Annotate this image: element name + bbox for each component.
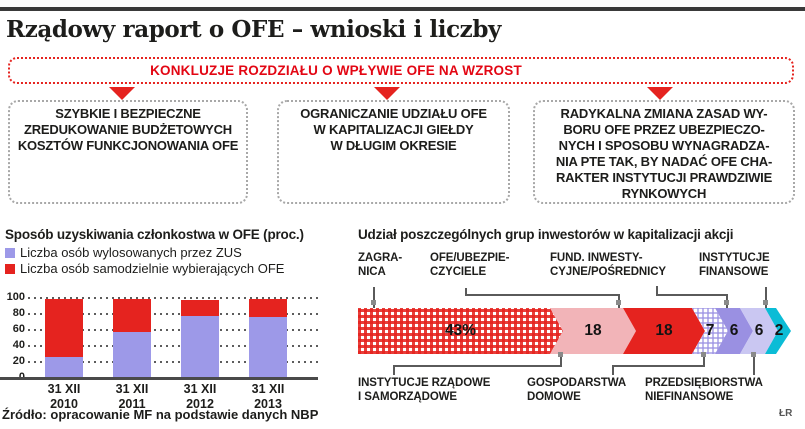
connector-line bbox=[465, 294, 620, 296]
legend-item-self: Liczba osób samodzielnie wybierających O… bbox=[5, 261, 284, 276]
connector-dot bbox=[724, 300, 729, 305]
connector-dot bbox=[371, 300, 376, 305]
legend-swatch-zus bbox=[5, 247, 15, 258]
ytick-label: 80 bbox=[12, 307, 25, 319]
connector-line bbox=[753, 354, 755, 375]
ytick-label: 60 bbox=[12, 323, 25, 335]
gridline bbox=[28, 297, 318, 299]
conclusions-banner: KONKLUZJE ROZDZIAŁU O WPŁYWIE OFE NA WZR… bbox=[8, 57, 794, 84]
bar-segment-self bbox=[45, 299, 83, 357]
ytick-label: 20 bbox=[12, 355, 25, 367]
connector-line bbox=[612, 365, 705, 367]
gridline bbox=[28, 329, 318, 331]
gridline bbox=[28, 361, 318, 363]
arrow-down-icon bbox=[109, 87, 135, 100]
segment-value: 2 bbox=[774, 322, 784, 339]
category-label: 31 XII 2011 bbox=[115, 382, 149, 411]
conclusion-text-2: OGRANICZANIE UDZIAŁU OFE W KAPITALIZACJI… bbox=[300, 106, 487, 153]
bar-segment-zus bbox=[113, 332, 151, 378]
connector-dot bbox=[558, 352, 563, 357]
connector-line bbox=[612, 365, 614, 375]
callout-instytucje-finansowe: INSTYTUCJE FINANSOWE bbox=[699, 252, 770, 278]
bar-segment-zus bbox=[45, 357, 83, 378]
conclusion-box-3: RADYKALNA ZMIANA ZASAD WY- BORU OFE PRZE… bbox=[533, 100, 795, 204]
investor-bar: 43% 18 18 7 6 6 2 bbox=[358, 308, 793, 354]
connector-line bbox=[373, 287, 375, 308]
bar-segment-self bbox=[181, 300, 219, 316]
segment-value: 6 bbox=[754, 322, 764, 339]
segment-value: 7 bbox=[705, 322, 715, 339]
bar-segment-zus bbox=[181, 316, 219, 378]
segment-value: 18 bbox=[655, 322, 673, 339]
connector-line bbox=[465, 288, 467, 296]
connector-line bbox=[765, 287, 767, 308]
gridline bbox=[28, 345, 318, 347]
conclusion-box-1: SZYBKIE I BEZPIECZNE ZREDUKOWANIE BUDŻET… bbox=[8, 100, 248, 204]
connector-dot bbox=[763, 300, 768, 305]
legend-item-zus: Liczba osób wylosowanych przez ZUS bbox=[5, 245, 242, 260]
credit: ŁR bbox=[779, 408, 793, 419]
ytick-label: 100 bbox=[6, 291, 25, 303]
arrow-down-icon bbox=[647, 87, 673, 100]
membership-chart-title: Sposób uzyskiwania członkostwa w OFE (pr… bbox=[5, 227, 304, 242]
page-title: Rządowy raport o OFE – wnioski i liczby bbox=[6, 16, 501, 43]
category-label: 31 XII 2010 bbox=[47, 382, 81, 411]
arrow-down-icon bbox=[374, 87, 400, 100]
callout-ofe: OFE/UBEZPIE- CZYCIELE bbox=[430, 252, 510, 278]
investor-segment: 18 bbox=[550, 308, 636, 354]
conclusion-text-1: SZYBKIE I BEZPIECZNE ZREDUKOWANIE BUDŻET… bbox=[17, 106, 239, 153]
ytick-label: 40 bbox=[12, 339, 25, 351]
segment-value: 18 bbox=[584, 322, 602, 339]
connector-dot bbox=[616, 300, 621, 305]
connector-dot bbox=[701, 352, 706, 357]
connector-line bbox=[560, 354, 562, 367]
conclusion-text-3: RADYKALNA ZMIANA ZASAD WY- BORU OFE PRZE… bbox=[555, 106, 773, 201]
category-label: 31 XII 2012 bbox=[183, 382, 217, 411]
investor-segment: 18 bbox=[623, 308, 705, 354]
legend-label-zus: Liczba osób wylosowanych przez ZUS bbox=[20, 245, 242, 260]
segment-value: 6 bbox=[729, 322, 739, 339]
segment-value: 43% bbox=[444, 322, 477, 339]
connector-line bbox=[703, 354, 705, 367]
category-label: 31 XII 2013 bbox=[251, 382, 285, 411]
conclusion-box-2: OGRANICZANIE UDZIAŁU OFE W KAPITALIZACJI… bbox=[277, 100, 510, 204]
legend-swatch-self bbox=[5, 263, 15, 274]
banner-label: KONKLUZJE ROZDZIAŁU O WPŁYWIE OFE NA WZR… bbox=[150, 63, 522, 78]
connector-line bbox=[656, 286, 658, 296]
investor-chart-title: Udział poszczególnych grup inwestorów w … bbox=[358, 227, 734, 242]
callout-przedsiebiorstwa: PRZEDSIĘBIORSTWA NIEFINANSOWE bbox=[645, 377, 763, 403]
connector-line bbox=[656, 294, 728, 296]
source-note: Źródło: opracowanie MF na podstawie dany… bbox=[2, 407, 319, 422]
bar-segment-self bbox=[113, 299, 151, 332]
callout-instytucje-rzadowe: INSTYTUCJE RZĄDOWE I SAMORZĄDOWE bbox=[358, 377, 491, 403]
bar-segment-zus bbox=[249, 317, 287, 378]
connector-line bbox=[393, 365, 562, 367]
legend-label-self: Liczba osób samodzielnie wybierających O… bbox=[20, 261, 285, 276]
bar-segment-self bbox=[249, 299, 287, 317]
investor-segment: 43% bbox=[358, 308, 563, 354]
callout-gospodarstwa: GOSPODARSTWA DOMOWE bbox=[527, 377, 627, 403]
top-rule bbox=[0, 7, 805, 11]
callout-zagranica: ZAGRA- NICA bbox=[358, 252, 403, 278]
connector-dot bbox=[751, 352, 756, 357]
connector-line bbox=[393, 365, 395, 375]
x-axis-line bbox=[0, 377, 318, 380]
investor-segment: 2 bbox=[768, 308, 790, 354]
callout-fundusze: FUND. INWESTY- CYJNE/POŚREDNICY bbox=[550, 252, 666, 278]
gridline bbox=[28, 313, 318, 315]
